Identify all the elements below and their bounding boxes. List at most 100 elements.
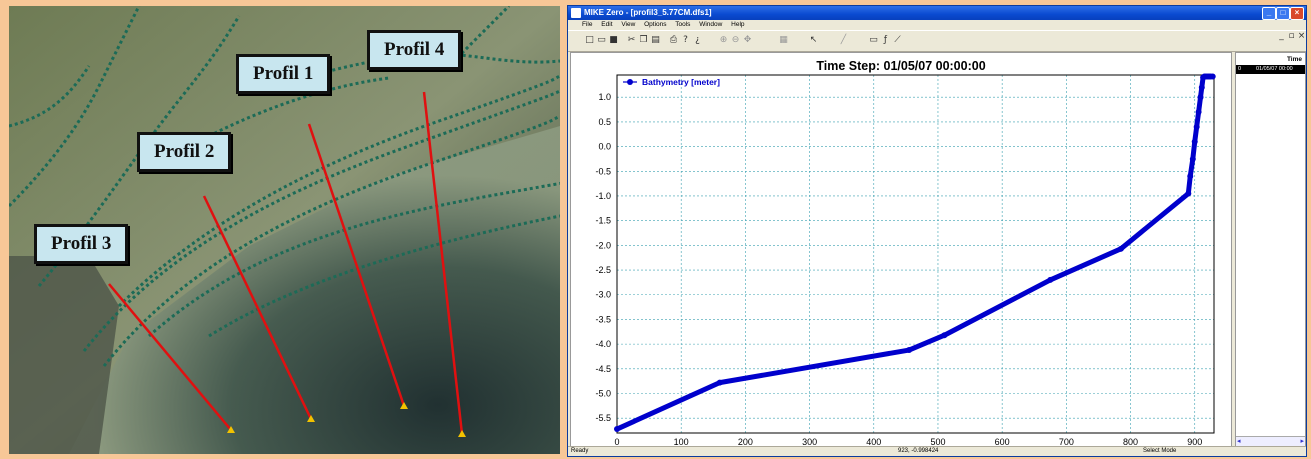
bathymetry-point-8 <box>1189 155 1196 162</box>
menu-tools[interactable]: Tools <box>675 21 691 28</box>
profile-line-1 <box>307 123 406 407</box>
shoreline-6 <box>208 76 390 138</box>
bathymetry-point-9 <box>1191 138 1198 145</box>
mdi-close-icon[interactable]: × <box>1297 31 1306 41</box>
line-tool-icon[interactable]: ⟋ <box>894 35 901 45</box>
time-column-header: Time <box>1286 56 1302 63</box>
bathymetry-point-1 <box>716 379 723 386</box>
x-tick-label: 300 <box>802 437 817 446</box>
help-icon[interactable]: ? <box>683 35 688 45</box>
profile-line-2 <box>202 195 313 420</box>
menu-file[interactable]: File <box>582 21 593 28</box>
aerial-map: Profil 1 Profil 2 Profil 3 Profil 4 <box>9 6 560 454</box>
x-tick-label: 400 <box>866 437 881 446</box>
rectangle-icon[interactable]: ▭ <box>869 35 878 45</box>
mike-zero-window: MIKE Zero - [profil3_5.77CM.dfs1] _ □ × … <box>567 5 1307 457</box>
pan-icon[interactable]: ✥ <box>743 35 752 45</box>
function-icon[interactable]: ƒ <box>883 35 888 45</box>
bathymetry-point-21 <box>1209 73 1216 80</box>
select-arrow-icon[interactable]: ↖ <box>809 35 818 45</box>
bathymetry-point-0 <box>614 426 620 433</box>
menu-edit[interactable]: Edit <box>601 21 613 28</box>
close-button[interactable]: × <box>1290 7 1304 20</box>
profile-label-3: Profil 3 <box>34 224 129 264</box>
x-tick-label: 200 <box>738 437 753 446</box>
status-ready: Ready <box>571 448 589 454</box>
new-file-icon[interactable]: □ <box>585 35 594 45</box>
x-tick-label: 100 <box>674 437 689 446</box>
profile-line-3 <box>108 283 232 431</box>
shoreline-3 <box>37 15 241 287</box>
y-tick-label: -2.0 <box>595 240 611 250</box>
profile-label-4: Profil 4 <box>367 30 462 70</box>
zoom-in-icon[interactable]: ⊕ <box>719 35 728 45</box>
y-tick-label: -4.5 <box>595 364 611 374</box>
shoreline-1 <box>102 114 560 367</box>
time-table-row[interactable]: 0 01/05/07 00:00 <box>1236 65 1305 74</box>
bathymetry-point-13 <box>1198 84 1205 91</box>
bathymetry-point-4 <box>1047 276 1054 283</box>
menu-help[interactable]: Help <box>731 21 745 28</box>
horizontal-scrollbar[interactable]: ◂ ▸ <box>1236 436 1305 446</box>
row-index: 0 <box>1238 66 1242 72</box>
chart-legend: Bathymetry [meter] <box>623 77 720 87</box>
status-bar: Ready 923, -0.998424 Select Mode <box>568 446 1306 456</box>
status-mode: Select Mode <box>1143 448 1177 454</box>
grid-icon[interactable]: ▦ <box>779 35 788 45</box>
plot-area[interactable]: Time Step: 01/05/07 00:00:00 0 100 200 300 4… <box>570 52 1232 447</box>
y-tick-label: -0.5 <box>595 166 611 176</box>
scroll-right-icon[interactable]: ▸ <box>1300 437 1304 445</box>
bathymetry-point-12 <box>1197 94 1204 101</box>
shoreline-9 <box>9 65 91 128</box>
open-file-icon[interactable]: ▭ <box>597 35 606 45</box>
copy-icon[interactable]: ❐ <box>639 35 648 45</box>
draw-line-icon[interactable]: ╱ <box>840 35 847 45</box>
bathymetry-chart: Time Step: 01/05/07 00:00:00 0 100 200 300 4… <box>595 59 1216 447</box>
y-tick-label: -4.0 <box>595 339 611 349</box>
y-tick-label: -5.0 <box>595 388 611 398</box>
scroll-left-icon[interactable]: ◂ <box>1237 437 1241 445</box>
time-table-panel[interactable]: Time 0 01/05/07 00:00 ◂ ▸ <box>1235 52 1306 447</box>
bathymetry-point-2 <box>906 347 913 354</box>
x-tick-label: 900 <box>1187 437 1202 446</box>
paste-icon[interactable]: ▤ <box>651 35 660 45</box>
profile-end-marker-4 <box>458 430 466 437</box>
bathymetry-point-6 <box>1185 190 1192 197</box>
window-title: MIKE Zero - [profil3_5.77CM.dfs1] <box>584 8 712 17</box>
minimize-button[interactable]: _ <box>1262 7 1276 20</box>
bathymetry-point-11 <box>1195 109 1202 116</box>
y-tick-label: -3.5 <box>595 314 611 324</box>
x-tick-label: 800 <box>1123 437 1138 446</box>
menu-window[interactable]: Window <box>699 21 723 28</box>
print-icon[interactable]: ⎙ <box>669 35 678 45</box>
profile-end-marker-1 <box>400 402 408 409</box>
x-tick-label: 700 <box>1059 437 1074 446</box>
y-tick-label: -1.5 <box>595 216 611 226</box>
mdi-restore-icon[interactable]: ▫ <box>1288 31 1295 41</box>
profile-label-2: Profil 2 <box>137 132 232 172</box>
x-tick-label: 0 <box>614 437 619 446</box>
mdi-minimize-icon[interactable]: _ <box>1279 31 1284 41</box>
profile-end-marker-3 <box>227 426 235 433</box>
bathymetry-point-10 <box>1193 123 1200 130</box>
plot-frame <box>616 74 1215 434</box>
save-icon[interactable]: ■ <box>609 35 618 45</box>
menu-options[interactable]: Options <box>644 21 667 28</box>
title-bar[interactable]: MIKE Zero - [profil3_5.77CM.dfs1] _ □ × <box>568 6 1306 20</box>
maximize-button[interactable]: □ <box>1276 7 1290 20</box>
app-icon <box>571 8 581 18</box>
menu-view[interactable]: View <box>621 21 636 28</box>
bathymetry-point-7 <box>1187 173 1194 180</box>
menu-bar: File Edit View Options Tools Window Help <box>568 20 1306 30</box>
bathymetry-point-3 <box>941 332 948 339</box>
profile-end-marker-2 <box>307 415 315 422</box>
zoom-out-icon[interactable]: ⊖ <box>731 35 740 45</box>
toolbar: □ ▭ ■ ✂ ❐ ▤ ⎙ ? ¿ ⊕ ⊖ ✥ ▦ ↖ ╱ ▭ ƒ ⟋ _ ▫ … <box>568 30 1306 52</box>
status-coordinates: 923, -0.998424 <box>898 448 939 454</box>
y-tick-label: 0.5 <box>598 117 611 127</box>
shoreline-4 <box>9 6 141 208</box>
y-tick-label: -2.5 <box>595 265 611 275</box>
y-tick-label: 1.0 <box>598 92 611 102</box>
cut-icon[interactable]: ✂ <box>627 35 636 45</box>
context-help-icon[interactable]: ¿ <box>695 35 700 45</box>
